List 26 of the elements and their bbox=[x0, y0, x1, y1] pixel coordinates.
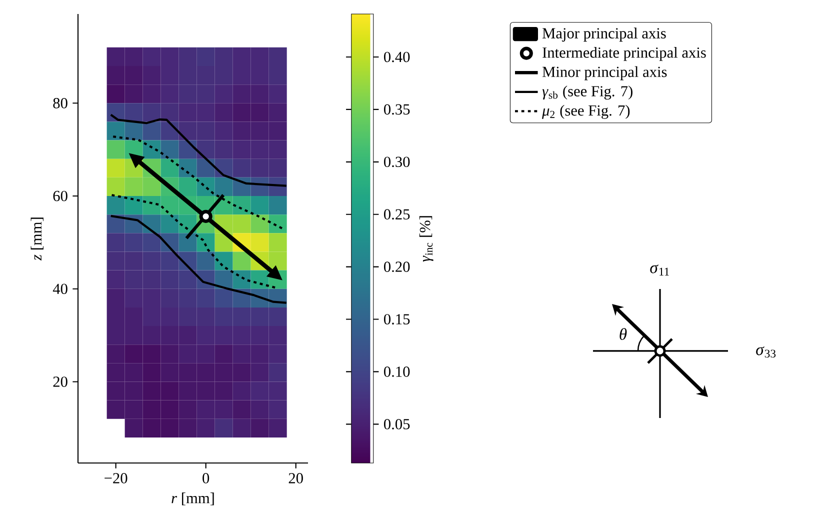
color-bar-label: 0.10 bbox=[384, 366, 410, 377]
legend-label: μ$_{2}$ (see Fig. 7) bbox=[542, 104, 630, 119]
color-bar-label: 0.25 bbox=[384, 209, 410, 220]
y-axis-title: z [mm] bbox=[30, 218, 44, 261]
color-bar-title: γ$_{inc}$ [%] bbox=[419, 216, 434, 262]
legend-label: Major principal axis bbox=[542, 28, 666, 42]
legend-label: Minor principal axis bbox=[542, 66, 667, 80]
color-bar-label: 0.35 bbox=[384, 104, 410, 115]
y-tick-label: 80 bbox=[53, 98, 68, 108]
text: θ bbox=[620, 328, 627, 340]
legend-label: γ$_{sb}$ (see Fig. 7) bbox=[542, 86, 632, 100]
x-tick-label: −20 bbox=[104, 473, 128, 484]
text: σ$_{11}$ bbox=[650, 264, 669, 276]
color-bar-label: 0.20 bbox=[384, 262, 410, 272]
x-tick-label: 0 bbox=[202, 473, 210, 484]
color-bar-label: 0.30 bbox=[384, 156, 410, 168]
y-tick-label: 60 bbox=[53, 190, 68, 202]
color-bar-label: 0.40 bbox=[384, 52, 410, 62]
y-tick-label: 40 bbox=[52, 284, 68, 294]
legend-label: Intermediate principal axis bbox=[542, 46, 706, 61]
color-bar-label: 0.15 bbox=[384, 314, 410, 324]
x-axis-title: r [mm] bbox=[172, 492, 214, 506]
text: σ$_{33}$ bbox=[756, 346, 776, 358]
x-tick-label: 20 bbox=[288, 473, 303, 484]
y-tick-label: 20 bbox=[53, 376, 68, 387]
color-bar-label: 0.05 bbox=[384, 418, 410, 430]
